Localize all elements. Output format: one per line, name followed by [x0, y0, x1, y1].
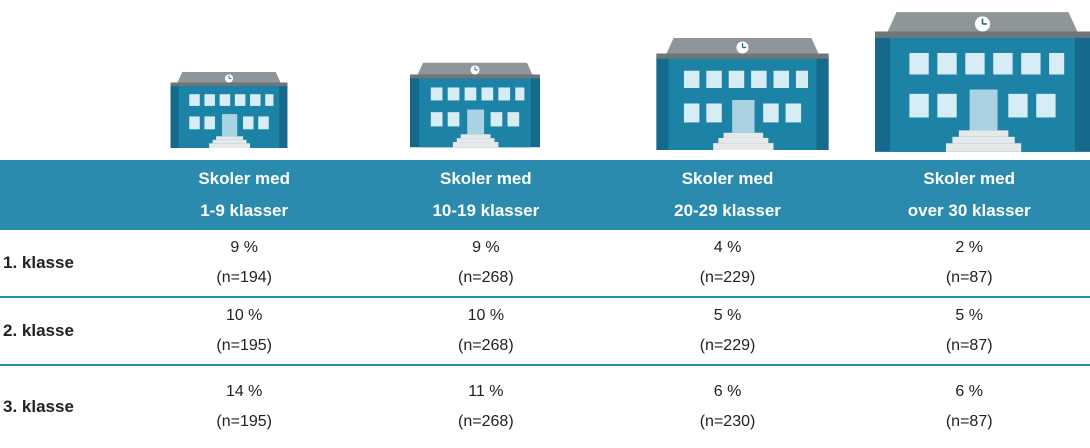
cell-n: (n=87): [945, 337, 993, 354]
cell-n: (n=87): [945, 269, 993, 286]
table-cell: 10 % (n=268): [365, 298, 607, 364]
school-icon: [875, 12, 1090, 152]
cell-share: 10 %: [225, 307, 263, 324]
cell-share: 4 %: [713, 239, 742, 256]
cell-share: 9 %: [230, 239, 258, 256]
cell-share: 10 %: [467, 307, 505, 324]
table-cell: 5 % (n=87): [848, 298, 1090, 364]
header-line: over 30 klasser: [907, 201, 1031, 220]
table-cell: 4 % (n=229): [607, 230, 849, 296]
cell-share: 5 %: [955, 307, 983, 324]
table-cell: 10 % (n=195): [123, 298, 365, 364]
header-corner: [0, 160, 123, 230]
row-label: 3. klasse: [3, 397, 74, 416]
cell-n: (n=229): [699, 337, 756, 354]
cell-n: (n=268): [458, 337, 514, 354]
header-line: Skoler med: [440, 169, 532, 188]
cell-n: (n=230): [699, 413, 756, 430]
school-icon: [170, 72, 288, 148]
table-cell: 6 % (n=230): [607, 366, 849, 448]
header-line: Skoler med: [198, 169, 290, 188]
table-cell: 6 % (n=87): [848, 366, 1090, 448]
table-cell: 9 % (n=194): [123, 230, 365, 296]
school-icon: [655, 38, 830, 150]
header-line: Skoler med: [681, 169, 774, 188]
header-line: 1-9 klasser: [200, 201, 289, 220]
table: Skoler med 1-9 klasser Skoler med 10-19 kla…: [0, 160, 1090, 448]
row-label: 1. klasse: [3, 253, 74, 272]
table-cell: 9 % (n=268): [365, 230, 607, 296]
table-row: 1. klasse 9 % (n=194) 9 % (n=268) 4 % (n=229) 2…: [0, 230, 1090, 296]
cell-n: (n=268): [458, 413, 514, 430]
header-cell: Skoler med 20-29 klasser: [607, 160, 849, 230]
table-cell: 11 % (n=268): [365, 366, 607, 448]
cell-n: (n=195): [216, 337, 272, 354]
cell-share: 5 %: [713, 307, 742, 324]
header-cell: Skoler med 10-19 klasser: [365, 160, 607, 230]
school-icons: [170, 12, 1090, 152]
cell-n: (n=195): [216, 413, 272, 430]
cell-n: (n=87): [945, 413, 993, 430]
cell-n: (n=268): [458, 269, 514, 286]
table-row: 2. klasse 10 % (n=195) 10 % (n=268) 5 % (n=229…: [0, 296, 1090, 364]
cell-share: 6 %: [713, 383, 742, 400]
school-icon: [410, 62, 540, 148]
header-line: 10-19 klasser: [432, 201, 540, 220]
table-cell: 5 % (n=229): [607, 298, 849, 364]
header-line: 20-29 klasser: [674, 201, 781, 220]
header-row: Skoler med 1-9 klasser Skoler med 10-19 kla…: [0, 160, 1090, 230]
cell-n: (n=229): [699, 269, 756, 286]
header-line: Skoler med: [923, 169, 1016, 188]
cell-share: 11 %: [468, 383, 504, 400]
cell-share: 2 %: [955, 239, 983, 256]
cell-n: (n=194): [216, 269, 272, 286]
table-cell: 2 % (n=87): [848, 230, 1090, 296]
header-cell: Skoler med over 30 klasser: [848, 160, 1090, 230]
cell-share: 14 %: [225, 383, 263, 400]
table-row: 3. klasse 14 % (n=195) 11 % (n=268) 6 % (n=230…: [0, 364, 1090, 448]
cell-share: 9 %: [472, 239, 500, 256]
header-cell: Skoler med 1-9 klasser: [123, 160, 365, 230]
cell-share: 6 %: [955, 383, 983, 400]
row-label: 2. klasse: [3, 321, 74, 340]
table-cell: 14 % (n=195): [123, 366, 365, 448]
